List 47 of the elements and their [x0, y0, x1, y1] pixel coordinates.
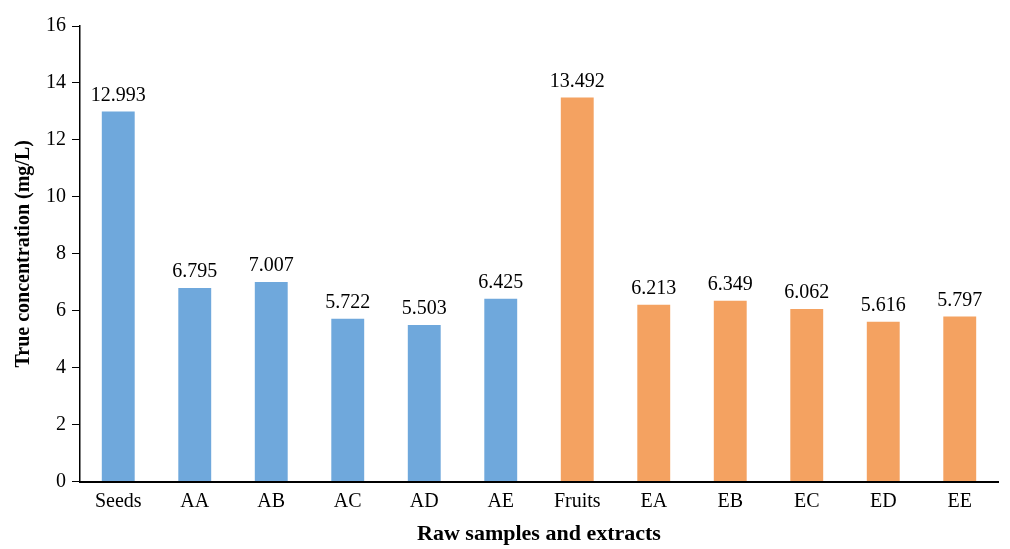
data-label: 5.722	[325, 289, 371, 312]
data-label: 13.492	[549, 68, 605, 91]
data-label: 6.425	[478, 269, 524, 292]
x-tick-label: AD	[409, 488, 439, 511]
data-label: 12.993	[90, 82, 146, 105]
y-tick-label: 10	[46, 184, 66, 207]
x-tick-label: EC	[793, 488, 820, 511]
x-tick-label: ED	[869, 488, 897, 511]
data-label: 6.795	[172, 259, 218, 282]
bar	[101, 111, 135, 482]
x-tick-label: AE	[487, 488, 515, 511]
bar	[637, 304, 671, 482]
x-tick-label: EB	[717, 488, 744, 511]
bar	[254, 282, 288, 482]
bar	[713, 300, 747, 482]
bar	[866, 321, 900, 482]
y-axis-title: True concentration (mg/L)	[11, 140, 35, 368]
x-tick-label: AC	[333, 488, 362, 511]
bar	[560, 97, 594, 482]
x-tick-label: Seeds	[94, 488, 142, 511]
data-label: 6.349	[707, 272, 753, 295]
x-tick-label: Fruits	[553, 488, 601, 511]
y-tick-label: 4	[56, 354, 66, 377]
bar	[331, 318, 365, 482]
y-tick-label: 6	[56, 298, 66, 320]
y-tick-label: 0	[56, 468, 66, 491]
y-tick-label: 2	[56, 411, 66, 434]
x-axis-title: Raw samples and extracts	[417, 520, 662, 546]
bar	[407, 324, 441, 482]
x-tick-label: AB	[257, 488, 286, 511]
data-label: 6.213	[631, 275, 677, 298]
data-label: 5.503	[401, 296, 447, 319]
bar	[178, 288, 212, 482]
x-tick-label: EE	[947, 488, 972, 511]
bar	[484, 298, 518, 482]
x-tick-label: EA	[640, 488, 668, 511]
y-tick-label: 16	[46, 13, 66, 36]
bar	[943, 316, 977, 482]
data-label: 6.062	[784, 280, 830, 303]
y-tick-label: 12	[46, 127, 66, 150]
bar	[790, 308, 824, 482]
y-tick-label: 8	[56, 241, 66, 264]
y-tick-label: 14	[46, 70, 66, 93]
data-label: 5.797	[937, 287, 983, 310]
data-label: 5.616	[860, 292, 906, 315]
x-tick-label: AA	[180, 488, 210, 511]
data-label: 7.007	[248, 253, 294, 276]
